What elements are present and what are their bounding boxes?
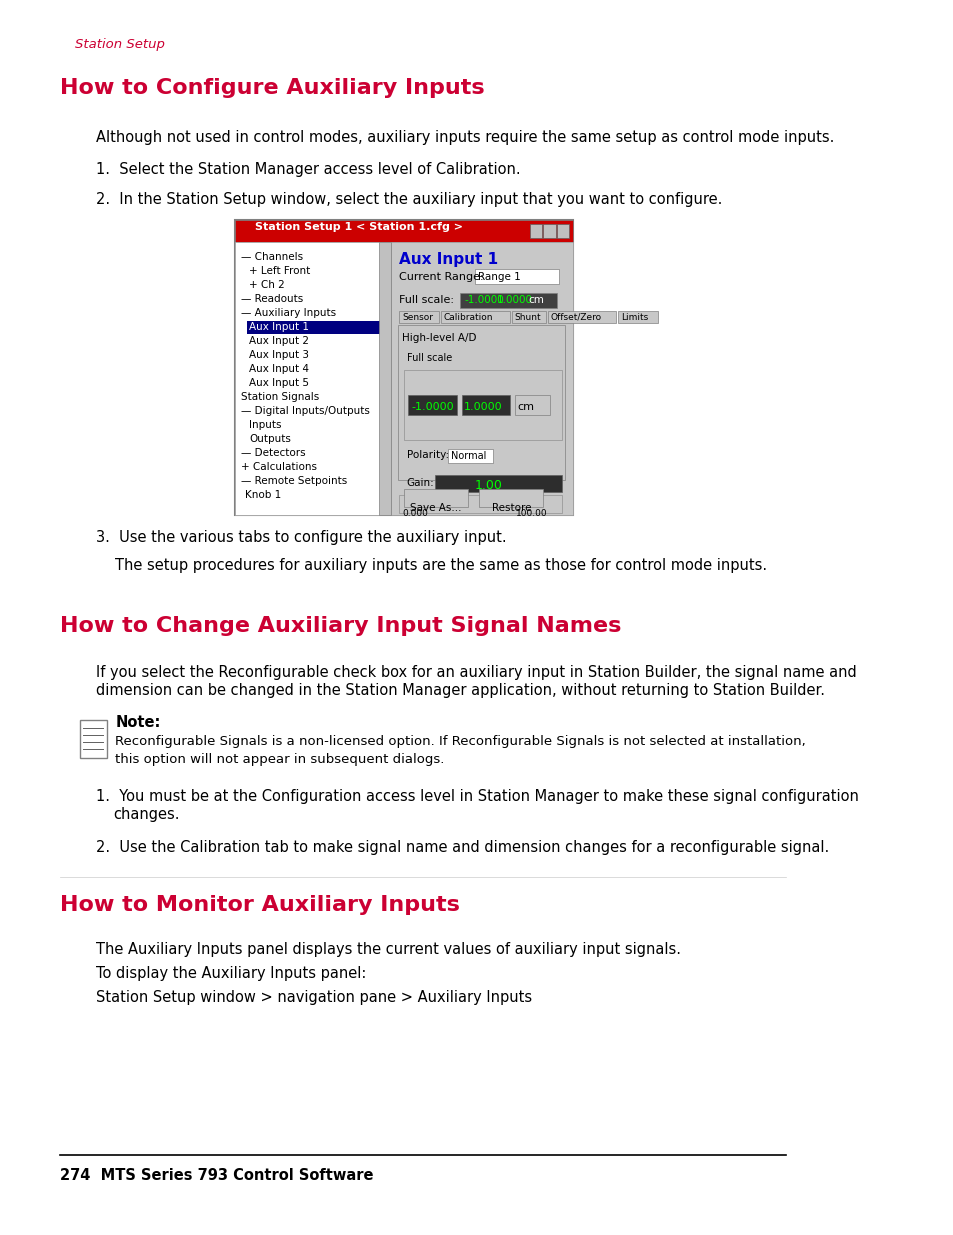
Text: Gain:: Gain: <box>406 478 434 488</box>
Text: Outputs: Outputs <box>249 433 291 445</box>
Text: Aux Input 1: Aux Input 1 <box>399 252 498 267</box>
Text: The setup procedures for auxiliary inputs are the same as those for control mode: The setup procedures for auxiliary input… <box>115 558 767 573</box>
Text: Note:: Note: <box>115 715 161 730</box>
Text: 0.000: 0.000 <box>401 509 428 517</box>
Bar <box>397 325 564 480</box>
Bar <box>403 489 467 508</box>
Text: + Left Front: + Left Front <box>249 266 311 275</box>
Text: — Remote Setpoints: — Remote Setpoints <box>240 475 347 487</box>
Text: Current Range:: Current Range: <box>399 272 483 282</box>
Bar <box>556 224 568 238</box>
Bar <box>80 720 107 758</box>
Text: Limits: Limits <box>620 312 647 322</box>
Text: Station Setup 1 < Station 1.cfg >: Station Setup 1 < Station 1.cfg > <box>254 222 462 232</box>
Text: How to Change Auxiliary Input Signal Names: How to Change Auxiliary Input Signal Nam… <box>60 616 621 636</box>
Text: Range 1: Range 1 <box>477 272 519 282</box>
FancyBboxPatch shape <box>235 220 572 515</box>
Text: Knob 1: Knob 1 <box>245 490 281 500</box>
Text: 1.  Select the Station Manager access level of Calibration.: 1. Select the Station Manager access lev… <box>95 162 520 177</box>
Text: Station Setup window > navigation pane > Auxiliary Inputs: Station Setup window > navigation pane >… <box>95 990 532 1005</box>
Text: The Auxiliary Inputs panel displays the current values of auxiliary input signal: The Auxiliary Inputs panel displays the … <box>95 942 680 957</box>
Text: Offset/Zero: Offset/Zero <box>550 312 600 322</box>
Bar <box>459 293 557 308</box>
Text: dimension can be changed in the Station Manager application, without returning t: dimension can be changed in the Station … <box>95 683 824 698</box>
Text: -1.0000: -1.0000 <box>411 403 453 412</box>
Text: 1.00: 1.00 <box>474 479 501 492</box>
Text: How to Configure Auxiliary Inputs: How to Configure Auxiliary Inputs <box>60 78 484 98</box>
Text: Aux Input 2: Aux Input 2 <box>249 336 309 346</box>
Bar <box>435 475 561 492</box>
Text: Restore: Restore <box>491 503 531 513</box>
Bar <box>408 395 456 415</box>
Bar <box>399 311 439 324</box>
Text: 1.0000: 1.0000 <box>497 295 533 305</box>
Text: cm: cm <box>517 403 534 412</box>
Text: — Digital Inputs/Outputs: — Digital Inputs/Outputs <box>240 406 369 416</box>
Text: Station Setup: Station Setup <box>75 38 165 51</box>
Bar <box>618 311 658 324</box>
Text: Station Signals: Station Signals <box>240 391 318 403</box>
Text: Full scale: Full scale <box>406 353 452 363</box>
Bar <box>547 311 616 324</box>
Bar <box>390 242 572 515</box>
Text: Inputs: Inputs <box>249 420 282 430</box>
Bar <box>448 450 492 463</box>
Text: this option will not appear in subsequent dialogs.: this option will not appear in subsequen… <box>115 753 444 766</box>
Text: If you select the Reconfigurable check box for an auxiliary input in Station Bui: If you select the Reconfigurable check b… <box>95 664 856 680</box>
Text: 1.0000: 1.0000 <box>464 403 502 412</box>
Text: How to Monitor Auxiliary Inputs: How to Monitor Auxiliary Inputs <box>60 895 459 915</box>
Bar <box>235 220 572 242</box>
Bar <box>542 224 555 238</box>
Text: — Auxiliary Inputs: — Auxiliary Inputs <box>240 308 335 317</box>
Bar <box>403 370 561 440</box>
Bar <box>440 311 510 324</box>
Text: Full scale:: Full scale: <box>399 295 454 305</box>
Text: Aux Input 1: Aux Input 1 <box>249 322 309 332</box>
Text: 1.  You must be at the Configuration access level in Station Manager to make the: 1. You must be at the Configuration acce… <box>95 789 858 804</box>
Text: 274  MTS Series 793 Control Software: 274 MTS Series 793 Control Software <box>60 1168 374 1183</box>
Text: Aux Input 4: Aux Input 4 <box>249 364 309 374</box>
Text: Aux Input 3: Aux Input 3 <box>249 350 309 359</box>
Text: -1.0000: -1.0000 <box>464 295 503 305</box>
Text: Polarity:: Polarity: <box>406 450 448 459</box>
Text: Although not used in control modes, auxiliary inputs require the same setup as c: Although not used in control modes, auxi… <box>95 130 833 144</box>
Text: cm: cm <box>528 295 543 305</box>
Text: Save As...: Save As... <box>410 503 461 513</box>
Text: 2.  Use the Calibration tab to make signal name and dimension changes for a reco: 2. Use the Calibration tab to make signa… <box>95 840 828 855</box>
Bar <box>247 321 381 333</box>
Bar <box>378 242 390 515</box>
Bar <box>461 395 510 415</box>
Text: To display the Auxiliary Inputs panel:: To display the Auxiliary Inputs panel: <box>95 966 366 981</box>
Bar <box>235 242 390 515</box>
Bar <box>475 269 558 284</box>
Text: — Readouts: — Readouts <box>240 294 302 304</box>
Bar <box>478 489 542 508</box>
Text: — Detectors: — Detectors <box>240 448 305 458</box>
Text: 2.  In the Station Setup window, select the auxiliary input that you want to con: 2. In the Station Setup window, select t… <box>95 191 721 207</box>
Text: changes.: changes. <box>113 806 180 823</box>
Bar <box>511 311 545 324</box>
Text: + Ch 2: + Ch 2 <box>249 280 285 290</box>
Bar <box>529 224 541 238</box>
Text: High-level A/D: High-level A/D <box>401 333 476 343</box>
Text: 3.  Use the various tabs to configure the auxiliary input.: 3. Use the various tabs to configure the… <box>95 530 506 545</box>
Text: 100.00: 100.00 <box>516 509 547 517</box>
Text: Shunt: Shunt <box>514 312 540 322</box>
Text: Sensor: Sensor <box>401 312 433 322</box>
Bar <box>399 495 561 513</box>
Text: Aux Input 5: Aux Input 5 <box>249 378 309 388</box>
Bar <box>515 395 550 415</box>
Text: Calibration: Calibration <box>443 312 493 322</box>
Text: — Channels: — Channels <box>240 252 302 262</box>
Text: + Calculations: + Calculations <box>240 462 316 472</box>
Text: Normal: Normal <box>451 451 486 461</box>
Text: Reconfigurable Signals is a non-licensed option. If Reconfigurable Signals is no: Reconfigurable Signals is a non-licensed… <box>115 735 805 748</box>
